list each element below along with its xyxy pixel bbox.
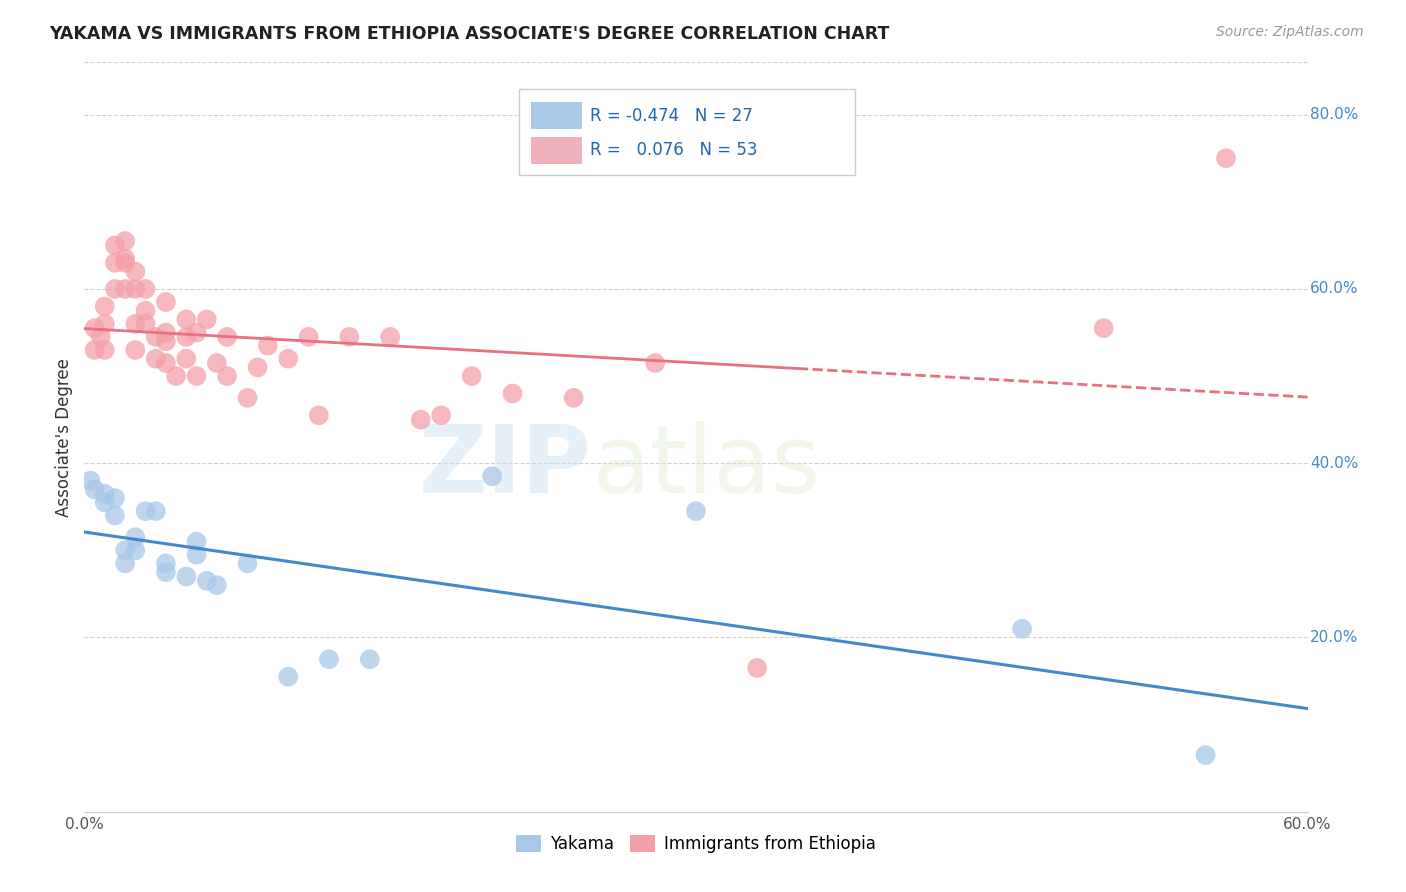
Point xyxy=(562,391,585,405)
Point xyxy=(135,282,157,296)
FancyBboxPatch shape xyxy=(531,103,582,129)
Point xyxy=(298,330,321,344)
Point xyxy=(114,252,136,266)
Point xyxy=(339,330,361,344)
Text: R =   0.076   N = 53: R = 0.076 N = 53 xyxy=(589,141,756,159)
Point xyxy=(155,295,177,310)
Point xyxy=(246,360,269,375)
Point xyxy=(409,412,432,426)
Point xyxy=(277,351,299,366)
Point xyxy=(461,369,484,384)
Text: 20.0%: 20.0% xyxy=(1310,630,1358,645)
Point xyxy=(145,351,167,366)
Point xyxy=(195,574,218,588)
FancyBboxPatch shape xyxy=(531,136,582,163)
Legend: Yakama, Immigrants from Ethiopia: Yakama, Immigrants from Ethiopia xyxy=(510,828,882,860)
Point xyxy=(155,356,177,370)
Text: YAKAMA VS IMMIGRANTS FROM ETHIOPIA ASSOCIATE'S DEGREE CORRELATION CHART: YAKAMA VS IMMIGRANTS FROM ETHIOPIA ASSOC… xyxy=(49,25,890,43)
Text: 80.0%: 80.0% xyxy=(1310,107,1358,122)
Point xyxy=(359,652,381,666)
Y-axis label: Associate's Degree: Associate's Degree xyxy=(55,358,73,516)
Point xyxy=(155,565,177,579)
Text: 40.0%: 40.0% xyxy=(1310,456,1358,471)
Point xyxy=(685,504,707,518)
Point xyxy=(1092,321,1115,335)
Point xyxy=(318,652,340,666)
Point xyxy=(114,256,136,270)
Point xyxy=(124,264,146,278)
Point xyxy=(165,369,187,384)
Point xyxy=(174,312,197,326)
Point xyxy=(1011,622,1033,636)
Point xyxy=(186,548,208,562)
Point xyxy=(186,326,208,340)
Point xyxy=(104,238,127,252)
Point xyxy=(83,343,105,357)
Point xyxy=(93,317,115,331)
Point xyxy=(90,330,112,344)
Point xyxy=(1195,748,1218,763)
Point xyxy=(124,343,146,357)
Point xyxy=(104,282,127,296)
Text: Source: ZipAtlas.com: Source: ZipAtlas.com xyxy=(1216,25,1364,39)
Point xyxy=(79,474,101,488)
Point xyxy=(124,530,146,544)
Point xyxy=(502,386,524,401)
Point xyxy=(174,330,197,344)
Point xyxy=(195,312,218,326)
Point xyxy=(145,504,167,518)
Point xyxy=(1215,151,1237,165)
Point xyxy=(277,670,299,684)
Text: 60.0%: 60.0% xyxy=(1310,282,1358,296)
Point xyxy=(155,326,177,340)
Point xyxy=(104,508,127,523)
Point xyxy=(124,282,146,296)
Point xyxy=(747,661,769,675)
Point xyxy=(104,256,127,270)
Point xyxy=(236,557,259,571)
Point xyxy=(135,317,157,331)
Point xyxy=(186,369,208,384)
Point xyxy=(145,330,167,344)
Point xyxy=(93,299,115,313)
Point xyxy=(155,557,177,571)
Text: ZIP: ZIP xyxy=(419,421,592,513)
Point xyxy=(155,334,177,349)
Point xyxy=(205,578,228,592)
Point xyxy=(174,569,197,583)
Point xyxy=(481,469,503,483)
Point xyxy=(308,409,330,423)
Point xyxy=(83,483,105,497)
Point xyxy=(217,330,239,344)
Point xyxy=(93,343,115,357)
Point xyxy=(114,234,136,248)
Point xyxy=(135,504,157,518)
Point xyxy=(380,330,402,344)
Point xyxy=(114,557,136,571)
Point xyxy=(186,534,208,549)
Point xyxy=(174,351,197,366)
Point xyxy=(93,495,115,509)
Point xyxy=(83,321,105,335)
Point xyxy=(236,391,259,405)
Point xyxy=(430,409,453,423)
Point xyxy=(217,369,239,384)
Point xyxy=(644,356,666,370)
Point xyxy=(124,543,146,558)
Point xyxy=(93,486,115,500)
Point xyxy=(114,282,136,296)
Point xyxy=(257,338,280,352)
Text: atlas: atlas xyxy=(592,421,820,513)
Point xyxy=(114,543,136,558)
Point xyxy=(104,491,127,505)
Text: R = -0.474   N = 27: R = -0.474 N = 27 xyxy=(589,107,752,125)
Point xyxy=(135,303,157,318)
FancyBboxPatch shape xyxy=(519,88,855,175)
Point xyxy=(205,356,228,370)
Point xyxy=(124,317,146,331)
